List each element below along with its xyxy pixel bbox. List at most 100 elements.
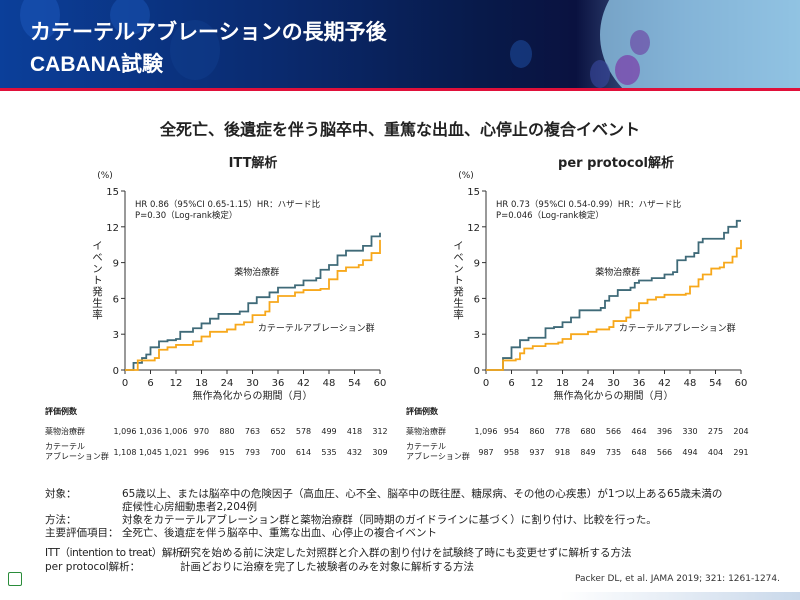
series-line-drug	[486, 219, 741, 371]
risk-value: 330	[682, 427, 697, 436]
endpoint-heading: 全死亡、後遺症を伴う脳卒中、重篤な出血、心停止の複合イベント	[159, 120, 640, 139]
x-tick-label: 24	[221, 378, 234, 389]
risk-value: 396	[657, 427, 672, 436]
y-tick-label: 12	[106, 223, 119, 234]
x-tick-label: 12	[531, 378, 544, 389]
risk-value: 954	[504, 427, 519, 436]
x-tick-label: 6	[147, 378, 153, 389]
risk-row-label-ablation: カテーテル	[406, 442, 446, 451]
risk-value: 652	[270, 427, 285, 436]
x-tick-label: 60	[374, 378, 387, 389]
footer-bar	[0, 592, 800, 600]
x-tick-label: 12	[170, 378, 183, 389]
risk-row-label-ablation-2: アブレーション群	[45, 451, 109, 461]
risk-row-label-ablation: カテーテル	[45, 442, 85, 451]
series-label-ablation: カテーテルアブレーション群	[619, 322, 736, 334]
risk-value: 566	[606, 427, 621, 436]
x-tick-label: 30	[607, 378, 620, 389]
risk-value: 778	[555, 427, 570, 436]
risk-value: 614	[296, 448, 311, 457]
note-text-subject: 65歳以上、または脳卒中の危険因子（高血圧、心不全、脳卒中の既往歴、糖尿病、その…	[122, 488, 723, 500]
risk-value: 464	[631, 427, 646, 436]
risk-value: 996	[194, 448, 209, 457]
risk-value: 915	[219, 448, 234, 457]
risk-value: 918	[555, 448, 570, 457]
x-tick-label: 36	[633, 378, 646, 389]
series-line-ablation	[125, 239, 381, 371]
y-tick-label: 6	[474, 294, 480, 305]
risk-value: 763	[245, 427, 260, 436]
x-tick-label: 24	[582, 378, 595, 389]
risk-value: 700	[270, 448, 285, 457]
note-text-pp: 計画どおりに治療を完了した被験者のみを対象に解析する方法	[180, 561, 474, 573]
x-tick-label: 0	[122, 378, 128, 389]
note-text-itt: 研究を始める前に決定した対照群と介入群の割り付けを試験終了時にも変更せずに解析す…	[180, 547, 632, 559]
note-label-method: 方法：	[45, 514, 77, 526]
risk-value: 499	[321, 427, 336, 436]
risk-value: 535	[321, 448, 336, 457]
y-unit-label: (%)	[458, 171, 474, 181]
note-label-endpoint: 主要評価項目：	[45, 527, 119, 539]
series-line-ablation	[486, 239, 742, 371]
x-tick-label: 48	[684, 378, 697, 389]
y-tick-label: 3	[113, 330, 119, 341]
series-line-drug	[125, 232, 381, 371]
risk-value: 1,021	[165, 448, 188, 457]
x-axis-label: 無作為化からの期間（月）	[193, 389, 313, 402]
hr-annotation: HR 0.73（95%CI 0.54-0.99）HR：ハザード比	[496, 199, 681, 210]
x-tick-label: 18	[556, 378, 569, 389]
risk-value: 680	[580, 427, 595, 436]
risk-value: 793	[245, 448, 260, 457]
y-tick-label: 15	[106, 187, 119, 198]
x-tick-label: 30	[246, 378, 259, 389]
risk-value: 404	[708, 448, 723, 457]
y-tick-label: 0	[113, 366, 119, 377]
x-tick-label: 6	[508, 378, 514, 389]
header-banner: カテーテルアブレーションの長期予後 CABANA試験	[0, 0, 800, 88]
x-axis-label: 無作為化からの期間（月）	[554, 389, 674, 402]
risk-row-label-drug: 薬物治療群	[45, 426, 85, 436]
x-tick-label: 60	[735, 378, 748, 389]
risk-value: 648	[631, 448, 646, 457]
risk-table-header: 評価例数	[406, 406, 439, 416]
x-tick-label: 0	[483, 378, 489, 389]
x-tick-label: 48	[323, 378, 336, 389]
page-title: カテーテルアブレーションの長期予後	[30, 21, 387, 44]
p-value-annotation: P=0.30（Log-rank検定）	[135, 210, 237, 221]
series-label-drug: 薬物治療群	[595, 266, 640, 278]
y-tick-label: 9	[474, 259, 480, 270]
y-unit-label: (%)	[97, 171, 113, 181]
y-axis-label: イベント発生率	[91, 240, 103, 321]
note-label-pp: per protocol解析：	[45, 561, 141, 573]
risk-value: 880	[219, 427, 234, 436]
chart-title-itt: ITT解析	[228, 156, 278, 171]
risk-value: 958	[504, 448, 519, 457]
risk-value: 1,006	[165, 427, 188, 436]
risk-value: 860	[529, 427, 544, 436]
risk-row-label-drug: 薬物治療群	[406, 426, 446, 436]
risk-value: 432	[347, 448, 362, 457]
x-tick-label: 54	[709, 378, 722, 389]
risk-value: 309	[372, 448, 387, 457]
y-tick-label: 3	[474, 330, 480, 341]
risk-value: 291	[733, 448, 748, 457]
header-divider	[0, 88, 800, 91]
risk-value: 494	[682, 448, 697, 457]
note-text-endpoint: 全死亡、後遺症を伴う脳卒中、重篤な出血、心停止の複合イベント	[122, 527, 437, 539]
risk-value: 1,045	[139, 448, 162, 457]
risk-value: 1,096	[114, 427, 137, 436]
hr-annotation: HR 0.86（95%CI 0.65-1.15）HR：ハザード比	[135, 199, 320, 210]
risk-value: 418	[347, 427, 362, 436]
y-tick-label: 6	[113, 294, 119, 305]
p-value-annotation: P=0.046（Log-rank検定）	[496, 210, 604, 221]
risk-value: 987	[478, 448, 493, 457]
chart-title-pp: per protocol解析	[558, 156, 674, 171]
note-text-subject-2: 症候性心房細動患者2,204例	[122, 501, 258, 513]
risk-value: 1,096	[475, 427, 498, 436]
page-subtitle-trial: CABANA試験	[30, 53, 163, 76]
y-tick-label: 15	[467, 187, 480, 198]
y-tick-label: 9	[113, 259, 119, 270]
y-tick-label: 0	[474, 366, 480, 377]
company-logo	[8, 572, 22, 586]
